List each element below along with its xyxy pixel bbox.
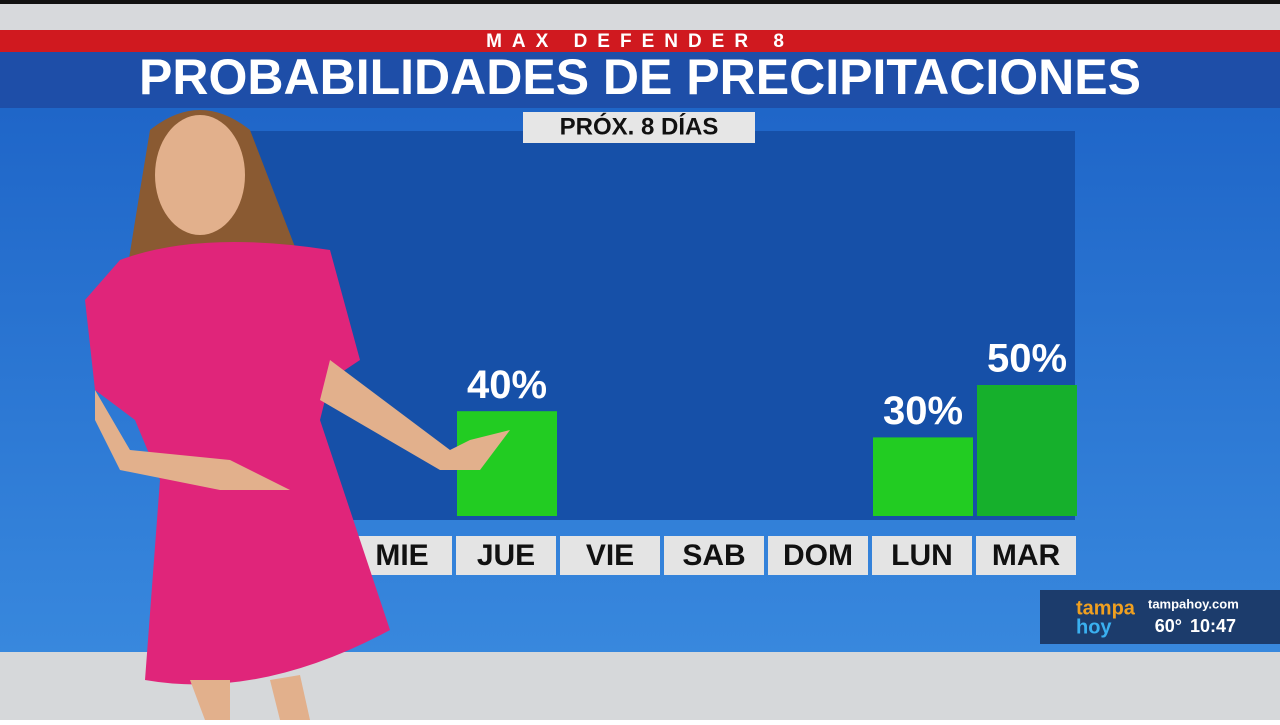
x-tick-label: MIE: [375, 539, 428, 572]
top-strip: [0, 0, 1280, 30]
value-label: 50%: [987, 337, 1067, 381]
legs: [190, 675, 310, 720]
top-edge: [0, 0, 1280, 4]
bar: [977, 385, 1077, 516]
website: tampahoy.com: [1148, 596, 1239, 611]
presenter: [85, 110, 510, 720]
logo-bottom: hoy: [1076, 616, 1112, 638]
arm: [95, 390, 290, 490]
x-tick-label: SAB: [682, 539, 745, 572]
category-box: [976, 536, 1076, 575]
x-tick-label: JUE: [477, 539, 535, 572]
x-tick-label: VIE: [586, 539, 634, 572]
logo-top: tampa: [1076, 597, 1136, 619]
category-box: [872, 536, 972, 575]
bug-box: [1040, 590, 1280, 644]
x-tick-label: DOM: [783, 539, 853, 572]
time: 10:47: [1190, 616, 1236, 636]
dress: [85, 242, 390, 685]
value-label: 30%: [883, 389, 963, 433]
x-tick-label: LUN: [891, 539, 953, 572]
face: [155, 115, 245, 235]
banner-bar: [0, 30, 1280, 52]
temperature: 60°: [1155, 616, 1182, 636]
value-label: 40%: [467, 363, 547, 407]
arm: [320, 360, 510, 470]
title-band: [0, 52, 1280, 108]
category-box: [768, 536, 868, 575]
category-box: [664, 536, 764, 575]
banner: MAX DEFENDER 8: [486, 31, 794, 52]
chart-title: PROBABILIDADES DE PRECIPITACIONES: [139, 49, 1141, 105]
bar: [873, 437, 973, 516]
category-box: [456, 536, 556, 575]
category-box: [560, 536, 660, 575]
chart-subtitle: PRÓX. 8 DÍAS: [560, 112, 719, 140]
station-bug: tampa hoy tampahoy.com 60° 10:47: [1040, 590, 1280, 644]
subtitle-box: [523, 112, 755, 143]
plot: MIE JUE 40% VIE SAB DOM LUN 30% MAR 50%: [352, 337, 1077, 575]
x-tick-label: MAR: [992, 539, 1061, 572]
